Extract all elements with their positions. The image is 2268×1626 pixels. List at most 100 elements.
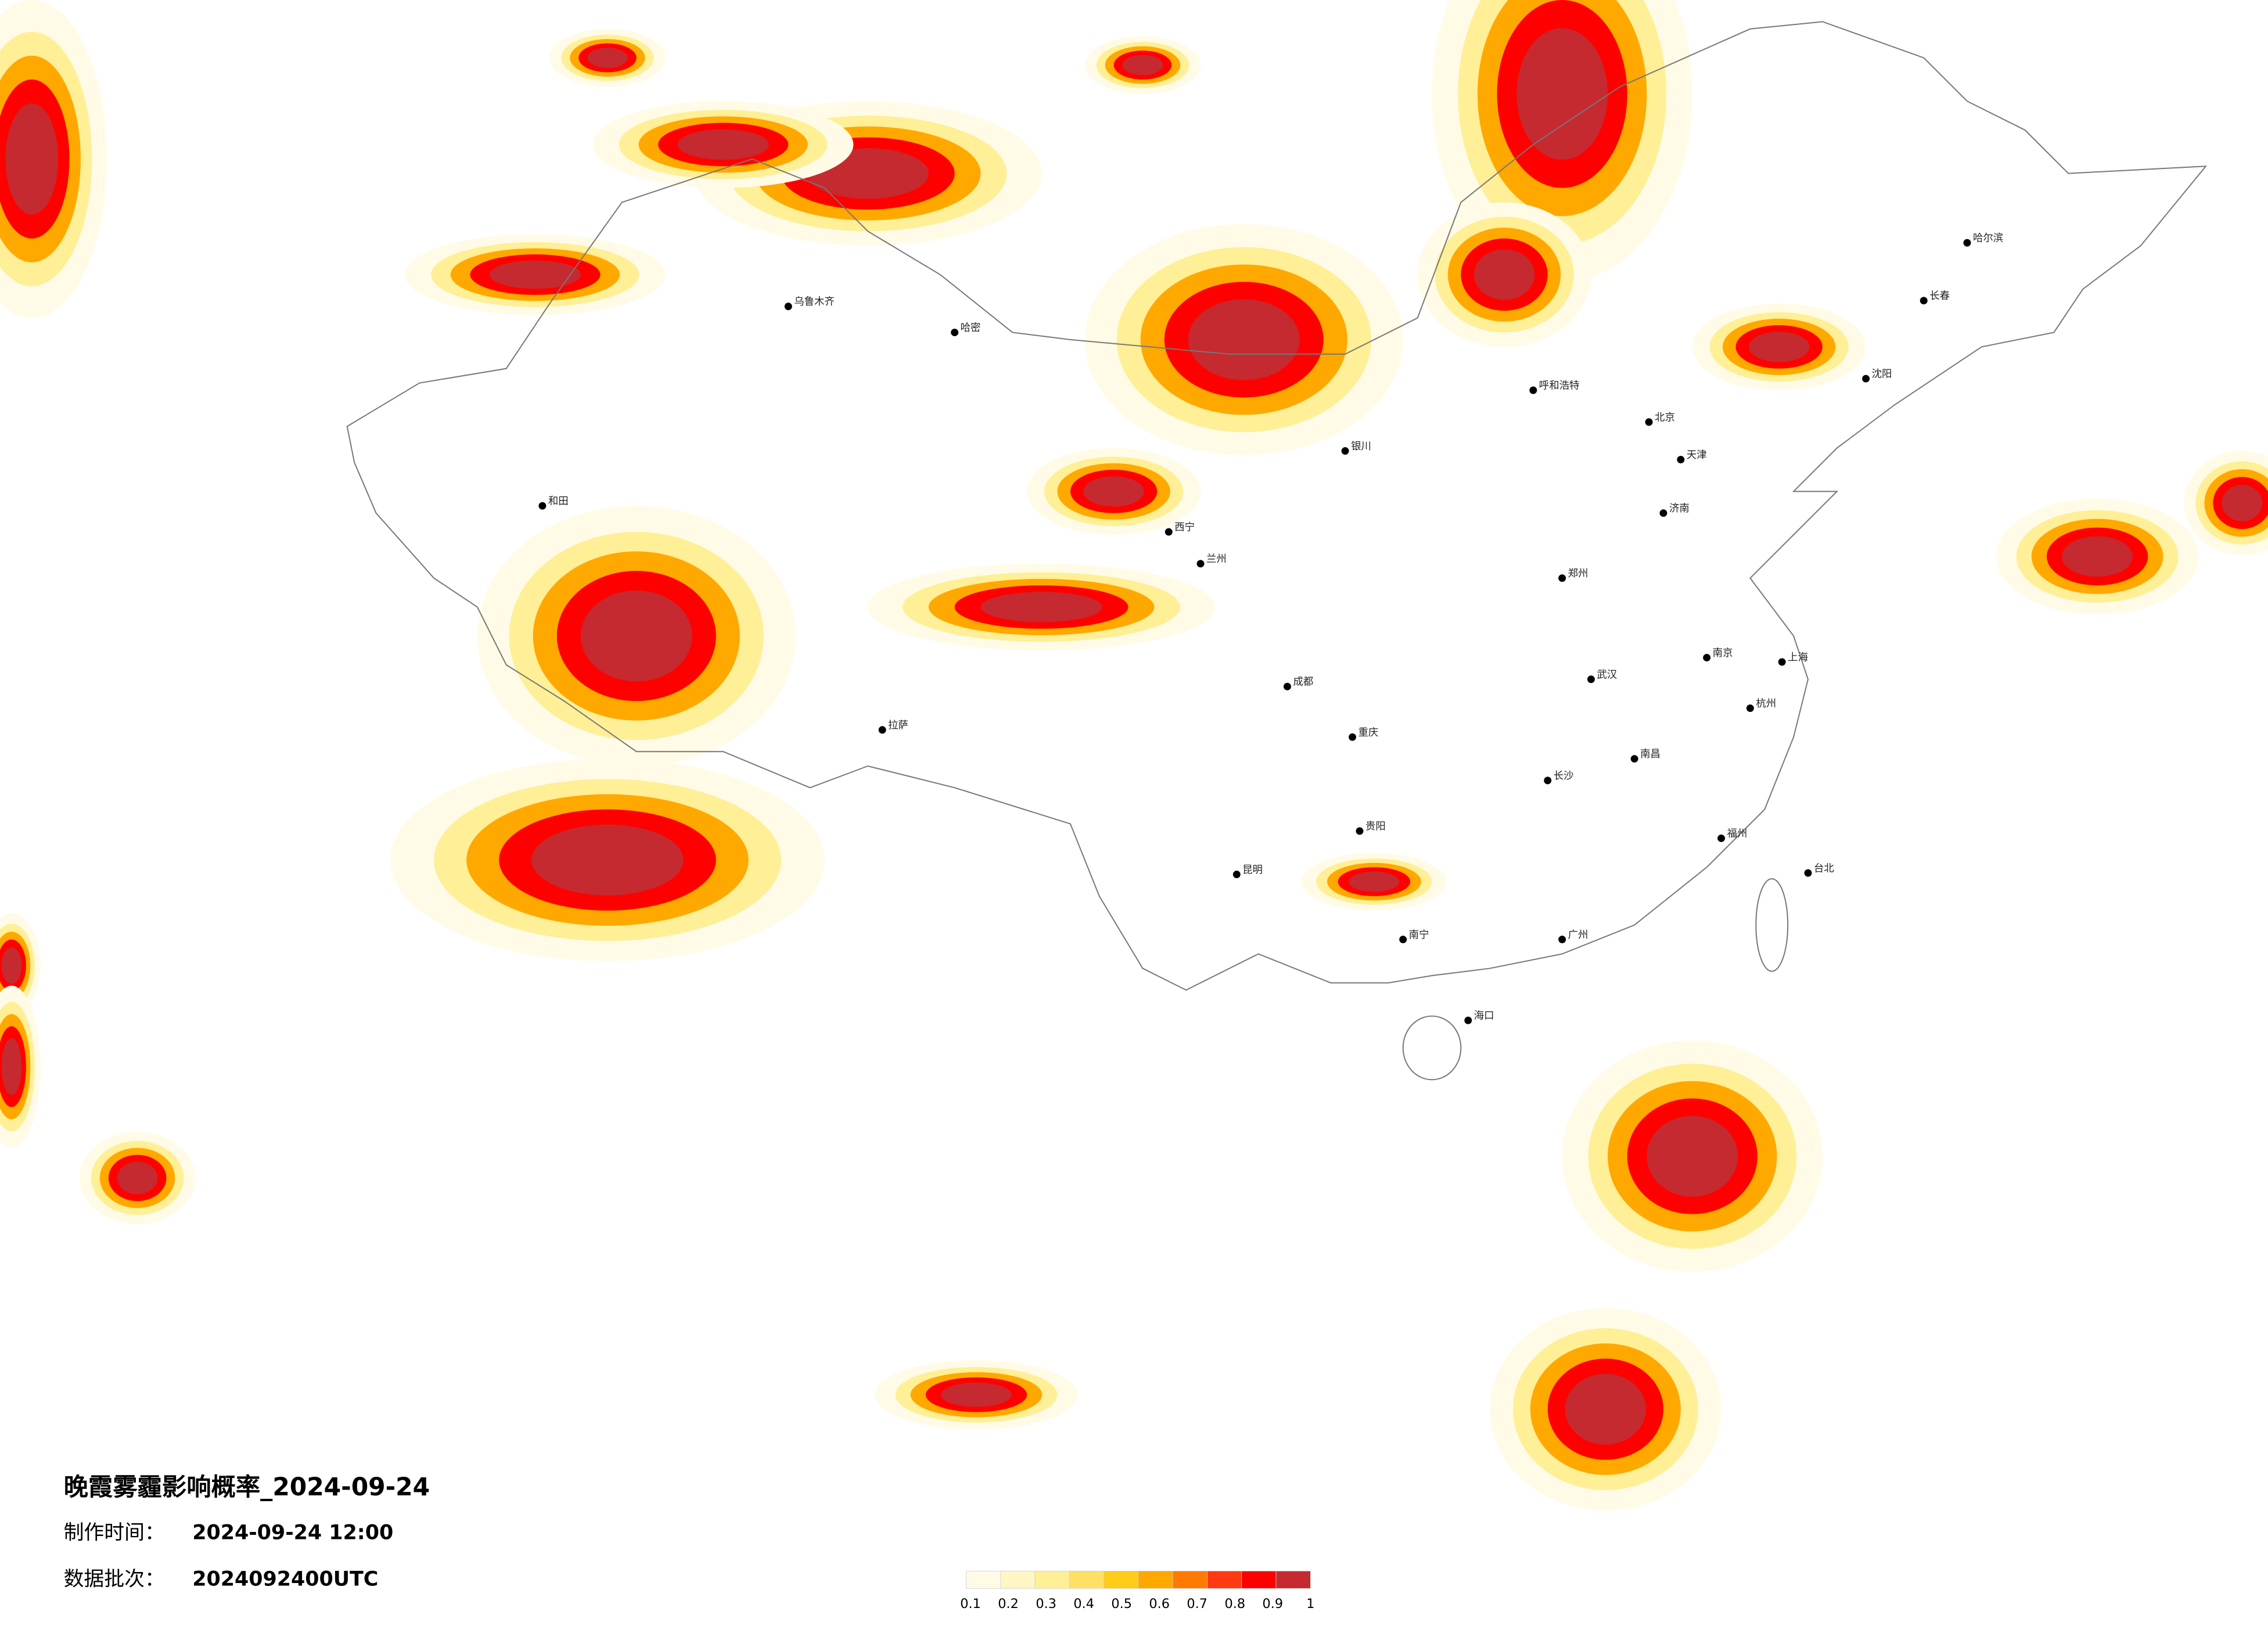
- haze-area: [490, 260, 581, 289]
- haze-area: [1083, 476, 1144, 507]
- colorbar-tick-label: 0.5: [1111, 1596, 1132, 1611]
- city-label: 哈密: [961, 322, 981, 334]
- country-outline: [346, 21, 2208, 991]
- city-dot: [538, 502, 547, 510]
- city-label: 呼和浩特: [1539, 380, 1580, 392]
- colorbar-tick-label: 0.2: [998, 1596, 1019, 1611]
- city-label: 昆明: [1242, 864, 1263, 876]
- haze-area: [1748, 332, 1810, 362]
- colorbar-tick-label: 0.7: [1187, 1596, 1207, 1611]
- city-label: 郑州: [1568, 568, 1588, 580]
- haze-area: [941, 1382, 1012, 1407]
- haze-area: [1349, 871, 1400, 892]
- city-label: 重庆: [1358, 727, 1379, 739]
- haze-area: [1647, 1116, 1738, 1197]
- haze-area: [1, 947, 22, 984]
- colorbar-tick-label: 0.1: [960, 1596, 981, 1611]
- city-label: 成都: [1293, 677, 1313, 688]
- city-label: 银川: [1351, 441, 1371, 452]
- color-swatch: [1275, 1571, 1311, 1589]
- haze-layer: [0, 0, 2268, 1510]
- haze-area: [1565, 1373, 1647, 1445]
- haze-area: [531, 824, 684, 895]
- city-dot: [1164, 528, 1173, 536]
- city-label: 南宁: [1409, 929, 1429, 941]
- color-swatch: [1241, 1571, 1277, 1589]
- city-label: 济南: [1669, 503, 1690, 515]
- city-label: 和田: [548, 496, 569, 508]
- city-label: 北京: [1655, 412, 1675, 423]
- city-dot: [878, 726, 886, 734]
- city-label: 兰州: [1206, 553, 1227, 565]
- city-label: 武汉: [1597, 669, 1617, 681]
- haze-area: [1516, 28, 1608, 160]
- city-label: 乌鲁木齐: [794, 296, 835, 308]
- island-outline: [1755, 878, 1789, 972]
- city-dot: [1399, 936, 1407, 944]
- haze-area: [1188, 299, 1300, 380]
- color-swatch: [1172, 1571, 1207, 1589]
- city-label: 西宁: [1174, 521, 1195, 533]
- haze-area: [1473, 249, 1535, 300]
- city-label: 广州: [1568, 929, 1588, 941]
- haze-area: [2062, 536, 2133, 577]
- batch-label: 数据批次：: [64, 1567, 165, 1591]
- haze-area: [117, 1161, 158, 1195]
- city-label: 福州: [1727, 828, 1748, 840]
- city-dot: [1196, 560, 1205, 568]
- city-label: 南京: [1713, 647, 1733, 659]
- city-label: 南昌: [1640, 749, 1660, 760]
- city-dot: [1341, 447, 1349, 455]
- city-label: 贵阳: [1365, 821, 1386, 833]
- haze-area: [980, 592, 1102, 623]
- haze-area: [587, 48, 628, 68]
- haze-area: [677, 129, 769, 160]
- city-dot: [1558, 574, 1566, 582]
- color-swatch: [1000, 1571, 1036, 1589]
- city-dot: [1529, 386, 1537, 394]
- batch-value: 2024092400UTC: [192, 1567, 378, 1591]
- city-label: 台北: [1814, 863, 1834, 875]
- color-swatch: [1034, 1571, 1070, 1589]
- city-dot: [1677, 455, 1685, 463]
- city-dot: [1746, 704, 1754, 713]
- city-dot: [1862, 375, 1870, 383]
- city-label: 哈尔滨: [1973, 233, 2003, 244]
- city-dot: [1284, 682, 1291, 690]
- city-label: 长春: [1929, 290, 1950, 302]
- city-dot: [784, 303, 792, 311]
- haze-area: [580, 590, 692, 682]
- colorbar-tick-label: 0.4: [1073, 1596, 1094, 1611]
- colorbar-tick-label: 0.3: [1036, 1596, 1056, 1611]
- city-dot: [1558, 936, 1566, 944]
- colorbar-tick-label: 0.9: [1262, 1596, 1283, 1611]
- city-label: 上海: [1788, 652, 1808, 663]
- island-outline: [1402, 1015, 1462, 1081]
- city-dot: [1464, 1016, 1472, 1024]
- haze-area: [1122, 55, 1163, 75]
- city-dot: [951, 328, 959, 336]
- city-label: 拉萨: [888, 720, 908, 731]
- city-dot: [1717, 834, 1726, 843]
- colorbar-tick-label: 0.6: [1149, 1596, 1170, 1611]
- time-value: 2024-09-24 12:00: [192, 1521, 393, 1545]
- time-label: 制作时间：: [64, 1521, 165, 1545]
- color-swatch: [1138, 1571, 1173, 1589]
- colorbar-tick-label: 1: [1306, 1596, 1314, 1611]
- map-title: 晚霞雾霾影响概率_2024-09-24: [64, 1473, 430, 1501]
- city-label: 杭州: [1756, 698, 1776, 710]
- color-swatch: [1104, 1571, 1139, 1589]
- city-dot: [1778, 658, 1786, 666]
- city-dot: [1645, 418, 1653, 426]
- haze-area: [2222, 484, 2263, 521]
- city-label: 海口: [1474, 1010, 1494, 1022]
- city-label: 沈阳: [1872, 369, 1892, 380]
- colorbar-tick-label: 0.8: [1224, 1596, 1245, 1611]
- city-dot: [1232, 870, 1241, 879]
- city-dot: [1630, 755, 1638, 763]
- city-label: 长沙: [1554, 771, 1574, 782]
- city-dot: [1703, 653, 1711, 661]
